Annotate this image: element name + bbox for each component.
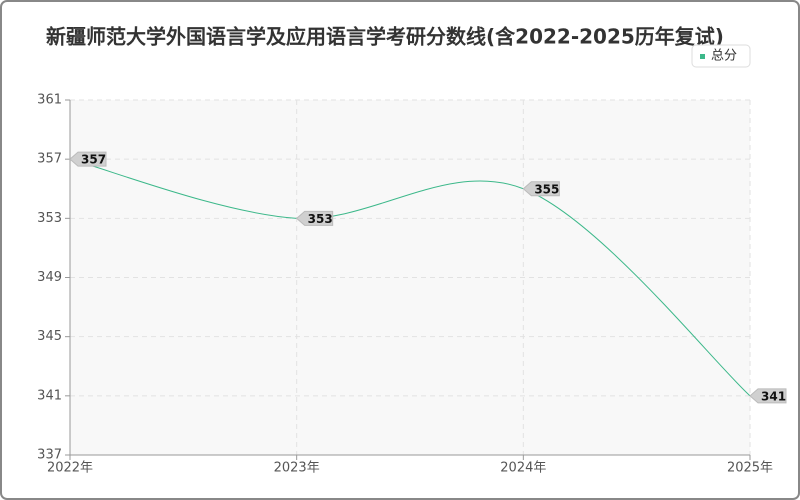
data-label-bg: [295, 210, 334, 226]
series-line: [69, 158, 751, 397]
legend-marker: [700, 54, 705, 59]
data-label: 355: [534, 182, 559, 196]
chart-title: 新疆师范大学外国语言学及应用语言学考研分数线(含2022-2025历年复试): [46, 25, 724, 49]
legend-label: 总分: [711, 49, 737, 64]
y-tick-label: 345: [37, 329, 62, 344]
y-tick-label: 361: [37, 93, 62, 108]
data-label: 357: [81, 153, 106, 167]
data-label-bg: [69, 151, 107, 167]
legend-box: [691, 44, 751, 68]
y-tick-label: 357: [37, 152, 62, 167]
y-tick-label: 353: [37, 211, 62, 226]
data-label-bg: [522, 181, 560, 197]
data-label: 341: [761, 389, 786, 403]
data-label: 353: [308, 212, 333, 226]
x-tick-label: 2025年: [727, 461, 773, 476]
x-tick-label: 2024年: [500, 461, 546, 476]
y-tick-label: 337: [37, 448, 62, 463]
data-label-bg: [749, 388, 787, 404]
x-tick-label: 2023年: [274, 461, 320, 476]
x-tick-label: 2022年: [47, 461, 93, 476]
y-tick-label: 349: [37, 270, 62, 285]
y-tick-label: 341: [37, 388, 62, 403]
plot-area: [70, 100, 750, 455]
